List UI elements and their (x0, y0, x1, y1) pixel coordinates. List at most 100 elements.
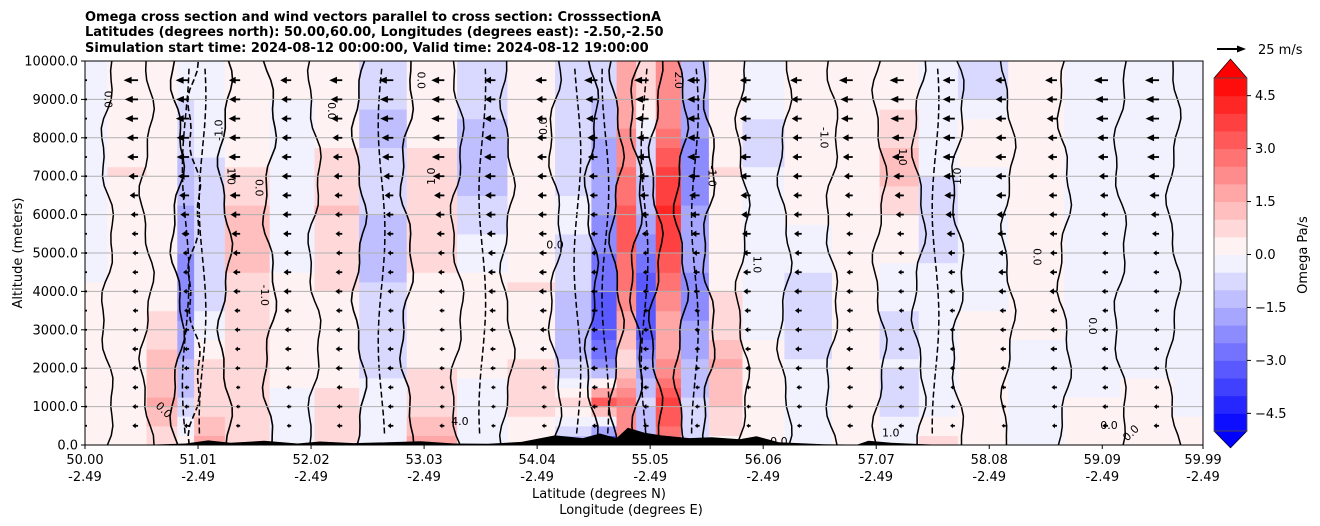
omega-cell (918, 358, 959, 369)
omega-cell (636, 70, 657, 81)
omega-cell (177, 339, 195, 350)
omega-cell (146, 147, 178, 158)
omega-cell (359, 176, 408, 187)
wind-vector-arrow-icon (282, 211, 288, 219)
omega-cell (1064, 243, 1121, 254)
omega-cell (1173, 166, 1203, 177)
omega-cell (879, 253, 920, 264)
omega-cell (708, 70, 744, 81)
omega-cell (879, 339, 920, 350)
omega-cell (177, 368, 195, 379)
omega-cell (680, 243, 710, 254)
omega-cell (636, 262, 657, 273)
wind-vector-arrow-icon (695, 385, 698, 390)
omega-cell (269, 99, 316, 110)
omega-cell (616, 195, 637, 206)
omega-cell (957, 128, 1009, 139)
omega-cell (784, 349, 833, 360)
wind-vector-arrow-icon (1101, 327, 1106, 333)
wind-vector-arrow-icon (948, 288, 953, 295)
omega-cell (636, 214, 657, 225)
wind-vector-arrow-icon (846, 250, 851, 256)
omega-cell (879, 406, 920, 417)
omega-cell (655, 224, 682, 235)
omega-cell (85, 397, 108, 408)
omega-cell (784, 233, 833, 244)
omega-cell (107, 118, 148, 129)
x-tick-label-lon: -2.49 (633, 470, 667, 485)
wind-vector-arrow-icon (183, 288, 187, 295)
omega-cell (314, 272, 360, 283)
omega-cell (146, 291, 178, 302)
colorbar-band (1214, 130, 1247, 150)
omega-cell (107, 166, 148, 177)
omega-cell (708, 137, 744, 148)
wind-vector-arrow-icon (335, 346, 340, 352)
omega-cell (636, 406, 657, 417)
omega-cell (177, 253, 195, 264)
contour-label: 2.0 (672, 71, 685, 89)
wind-vector-arrow-icon (745, 346, 749, 352)
omega-cell (784, 387, 833, 398)
wind-vector-arrow-icon (484, 134, 492, 142)
omega-cell (224, 281, 271, 292)
omega-cell (680, 406, 710, 417)
omega-cell (507, 262, 556, 273)
y-tick-label: 0.0 (57, 439, 78, 454)
omega-cell (655, 358, 682, 369)
omega-cell (708, 253, 744, 264)
omega-cell (655, 349, 682, 360)
omega-cell (314, 253, 360, 264)
wind-vector-arrow-icon (1095, 95, 1103, 103)
omega-cell (107, 339, 148, 350)
omega-cell (194, 224, 226, 235)
omega-cell (85, 61, 108, 72)
omega-cell (1064, 166, 1121, 177)
omega-cell (224, 80, 271, 91)
omega-cell (1120, 166, 1174, 177)
omega-cell (957, 80, 1009, 91)
omega-cell (957, 233, 1009, 244)
omega-cell (742, 320, 786, 331)
omega-cell (616, 329, 637, 340)
wind-vector-arrow-icon (846, 346, 851, 352)
wind-vector-arrow-icon (486, 230, 492, 238)
omega-cell (591, 281, 618, 292)
omega-cell (742, 368, 786, 379)
omega-cell (555, 368, 593, 379)
omega-cell (1120, 224, 1174, 235)
omega-cell (616, 109, 637, 120)
omega-cell (177, 397, 195, 408)
omega-cell (591, 185, 618, 196)
omega-cell (742, 195, 786, 206)
omega-cell (591, 157, 618, 168)
omega-cell (680, 99, 710, 110)
omega-cell (507, 205, 556, 216)
x-tick-label-lat: 54.04 (519, 453, 556, 468)
wind-vector-arrow-icon (179, 191, 186, 199)
omega-cell (680, 176, 710, 187)
omega-cell (194, 128, 226, 139)
omega-cell (957, 118, 1009, 129)
omega-cell (194, 368, 226, 379)
wind-vector-arrow-icon (74, 77, 82, 84)
omega-cell (507, 61, 556, 72)
omega-cell (224, 99, 271, 110)
omega-cell (784, 291, 833, 302)
omega-cell (224, 406, 271, 417)
wind-vector-arrow-icon (636, 153, 644, 161)
wind-vector-arrow-icon (537, 134, 543, 142)
omega-cell (591, 89, 618, 100)
omega-cell (507, 281, 556, 292)
omega-cell (591, 339, 618, 350)
omega-cell (591, 195, 618, 206)
omega-cell (636, 128, 657, 139)
omega-cell (177, 435, 195, 445)
wind-vector-arrow-icon (184, 385, 188, 390)
wind-vector-arrow-icon (638, 172, 645, 180)
omega-cell (616, 137, 637, 148)
contour-label: 0.0 (546, 238, 564, 251)
omega-cell (269, 425, 316, 436)
omega-cell (708, 358, 744, 369)
omega-cell (832, 435, 881, 445)
